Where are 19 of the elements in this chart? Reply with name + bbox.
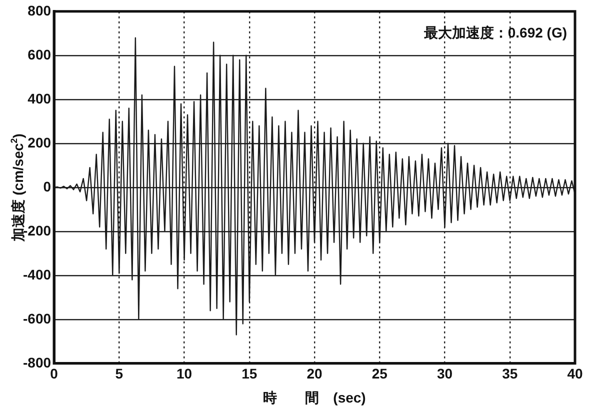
y-tick-label: -800 [22, 354, 52, 370]
x-tick-label: 25 [372, 366, 388, 382]
x-tick-label: 35 [502, 366, 518, 382]
x-tick-label: 5 [115, 366, 124, 382]
x-tick-label: 30 [436, 366, 453, 382]
y-tick-label: 600 [28, 46, 52, 62]
y-tick-label: 400 [28, 90, 52, 106]
y-axis-title: 加速度 (cm/sec2) [9, 134, 26, 242]
x-tick-label: 20 [306, 366, 323, 382]
y-tick-label: 200 [28, 134, 52, 150]
x-tick-label: 15 [242, 366, 258, 382]
y-tick-label: -600 [22, 310, 52, 326]
x-axis-title: 時 間 (sec) [263, 389, 366, 406]
y-tick-label: -400 [22, 266, 52, 282]
x-tick-label: 40 [567, 366, 583, 382]
annotation: 最大加速度：0.692 (G) [422, 24, 567, 40]
x-tick-label: 10 [176, 366, 192, 382]
y-tick-label: 800 [28, 2, 52, 18]
y-tick-label: 0 [43, 178, 52, 194]
